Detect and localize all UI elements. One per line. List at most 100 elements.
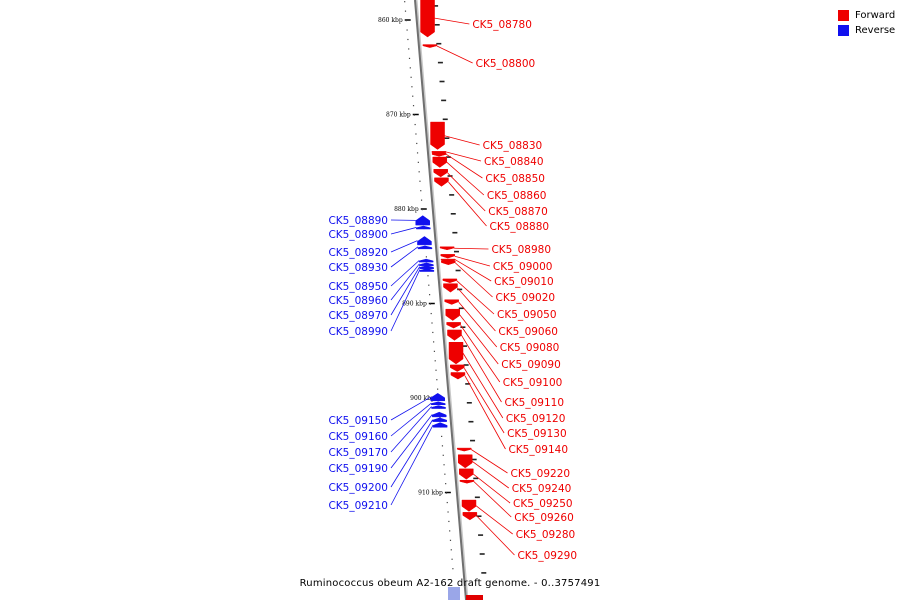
gene-arrow-reverse: [431, 401, 446, 406]
minor-tick: [436, 379, 438, 381]
minor-tick: [460, 326, 466, 328]
minor-tick: [441, 445, 444, 447]
minor-tick: [425, 256, 427, 258]
gene-label: CK5_09050: [497, 309, 557, 321]
leader-line: [445, 153, 483, 179]
leader-line: [456, 280, 495, 315]
minor-tick: [452, 568, 454, 570]
minor-tick: [449, 539, 452, 541]
gene-label: CK5_08930: [328, 262, 388, 274]
minor-tick: [411, 86, 413, 88]
gene-arrow-forward: [443, 283, 458, 293]
leader-line: [390, 266, 421, 316]
leader-line: [448, 181, 487, 227]
tick-label: 890 kbp: [402, 301, 427, 308]
minor-tick: [458, 307, 464, 310]
gene-label: CK5_09220: [511, 468, 571, 480]
leader-line: [444, 135, 480, 146]
minor-tick: [441, 99, 447, 102]
leader-line: [473, 481, 512, 518]
minor-tick: [405, 20, 407, 22]
minor-tick: [417, 161, 419, 163]
minor-tick: [444, 137, 450, 139]
gene-label: CK5_09090: [501, 359, 561, 371]
gene-label: CK5_08780: [472, 19, 532, 31]
gene-label: CK5_09260: [514, 512, 574, 524]
gene-label: CK5_08990: [328, 326, 388, 338]
minor-tick: [439, 416, 441, 419]
gene-label: CK5_08970: [328, 310, 388, 322]
leader-line: [390, 396, 431, 421]
minor-tick: [429, 303, 431, 305]
tick-label: 900 kbp: [410, 395, 435, 402]
leader-line: [390, 402, 432, 437]
legend-forward-label: Forward: [855, 10, 896, 21]
minor-tick: [412, 105, 415, 107]
gene-label: CK5_08870: [488, 206, 548, 218]
gene-label: CK5_08860: [487, 190, 547, 202]
leader-line: [390, 240, 418, 253]
leader-line: [454, 255, 491, 267]
minor-tick: [481, 572, 487, 574]
minor-tick: [420, 190, 422, 192]
gene-label: CK5_09200: [328, 482, 388, 494]
minor-tick: [450, 213, 456, 215]
leader-line: [476, 515, 515, 556]
gene-arrow-reverse: [416, 225, 431, 230]
minor-tick: [409, 67, 411, 69]
gene-label: CK5_08830: [483, 140, 543, 152]
minor-tick: [444, 473, 446, 475]
gene-arrow-forward: [459, 479, 475, 484]
gene-label: CK5_08960: [328, 295, 388, 307]
tick-layer: 860 kbp 870 kbp 880 kbp 890 kbp 900 kbp 910 k…: [378, 1, 487, 574]
minor-tick: [449, 530, 451, 532]
leader-line: [390, 263, 420, 301]
minor-tick: [457, 288, 463, 291]
leader-line: [458, 301, 498, 348]
gene-arrow-forward: [440, 254, 456, 259]
gene-label: CK5_08980: [491, 244, 551, 256]
gene-label: CK5_08840: [484, 156, 544, 168]
leader-line: [390, 424, 434, 506]
minor-tick: [433, 5, 439, 7]
minor-tick: [418, 171, 420, 173]
minor-tick: [445, 492, 448, 494]
minor-tick: [442, 454, 444, 456]
gene-arrow-reverse: [431, 405, 446, 409]
gene-arrow-reverse: [415, 215, 430, 226]
gene-arrow-forward: [461, 499, 477, 512]
minor-tick: [434, 360, 436, 362]
gene-label: CK5_08920: [328, 247, 388, 259]
leader-line: [473, 473, 511, 504]
minor-tick: [453, 250, 459, 253]
leader-line: [454, 259, 492, 282]
minor-tick: [471, 458, 477, 461]
gene-arrow-reverse: [419, 268, 435, 272]
forward-swatch: [838, 10, 849, 21]
leader-line: [470, 449, 508, 474]
minor-tick: [408, 48, 410, 50]
gene-label: CK5_09010: [494, 276, 554, 288]
scroll-position-indicator[interactable]: [448, 587, 460, 600]
leader-line: [463, 368, 505, 434]
minor-tick: [416, 142, 418, 145]
gene-label: CK5_09100: [503, 377, 563, 389]
gene-arrow-reverse: [431, 411, 447, 418]
leader-line: [434, 17, 470, 25]
leader-line: [461, 334, 502, 403]
gene-arrow-reverse: [418, 258, 434, 263]
minor-tick: [427, 275, 429, 277]
leader-line: [455, 262, 493, 298]
minor-tick: [413, 114, 415, 116]
leader-line: [390, 260, 420, 287]
leader-line: [471, 460, 510, 489]
legend-reverse: Reverse: [838, 23, 895, 38]
gene-arrow-reverse: [417, 236, 432, 246]
gene-arrow-reverse: [432, 422, 448, 428]
gene-label: CK5_08950: [328, 281, 388, 293]
gene-arrow-forward: [432, 156, 448, 168]
minor-tick: [407, 38, 409, 41]
minor-tick: [446, 501, 448, 504]
minor-tick: [410, 76, 412, 78]
